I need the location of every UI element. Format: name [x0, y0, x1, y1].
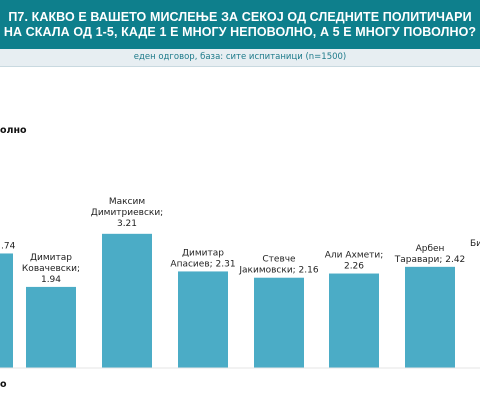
- bar-1: [26, 286, 76, 368]
- data-label-6-0: Арбен: [416, 244, 445, 254]
- chart-header: П7. КАКВО Е ВАШЕТО МИСЛЕЊЕ ЗА СЕКОЈ ОД С…: [0, 0, 480, 49]
- cropped-bottom-label: о: [0, 379, 7, 390]
- cropped-side-label: олно: [0, 125, 27, 136]
- bar-4: [254, 277, 304, 368]
- data-label-7-0: Би: [470, 239, 480, 249]
- data-label-5-0: Али Ахмети;: [325, 251, 384, 261]
- bar-0: [0, 253, 13, 368]
- data-label-5-1: 2.26: [344, 262, 364, 272]
- data-label-0-0: .74: [1, 241, 16, 251]
- data-label-4-0: Стевче: [262, 255, 296, 265]
- data-label-2-0: Максим: [109, 197, 145, 207]
- data-label-2-1: Димитриевски;: [91, 208, 163, 218]
- bar-2: [102, 233, 152, 368]
- bar-6: [405, 266, 455, 368]
- data-label-4-1: Јакимовски; 2.16: [238, 266, 318, 276]
- bar-5: [329, 273, 379, 368]
- data-label-1-1: Ковачевски;: [22, 264, 80, 274]
- chart-title-line-2: НА СКАЛА ОД 1-5, КАДЕ 1 Е МНОГУ НЕПОВОЛН…: [3, 24, 477, 39]
- data-label-1-0: Димитар: [30, 253, 72, 263]
- bar-3: [178, 271, 228, 368]
- chart-title-line-1: П7. КАКВО Е ВАШЕТО МИСЛЕЊЕ ЗА СЕКОЈ ОД С…: [8, 9, 472, 24]
- data-label-2-2: 3.21: [117, 219, 137, 229]
- data-label-3-0: Димитар: [182, 248, 224, 258]
- data-label-3-1: Апасиев; 2.31: [170, 259, 235, 269]
- chart-subtitle: еден одговор, база: сите испитаници (n=1…: [0, 49, 480, 67]
- data-label-6-1: Таравари; 2.42: [394, 255, 466, 265]
- data-label-1-2: 1.94: [41, 275, 61, 285]
